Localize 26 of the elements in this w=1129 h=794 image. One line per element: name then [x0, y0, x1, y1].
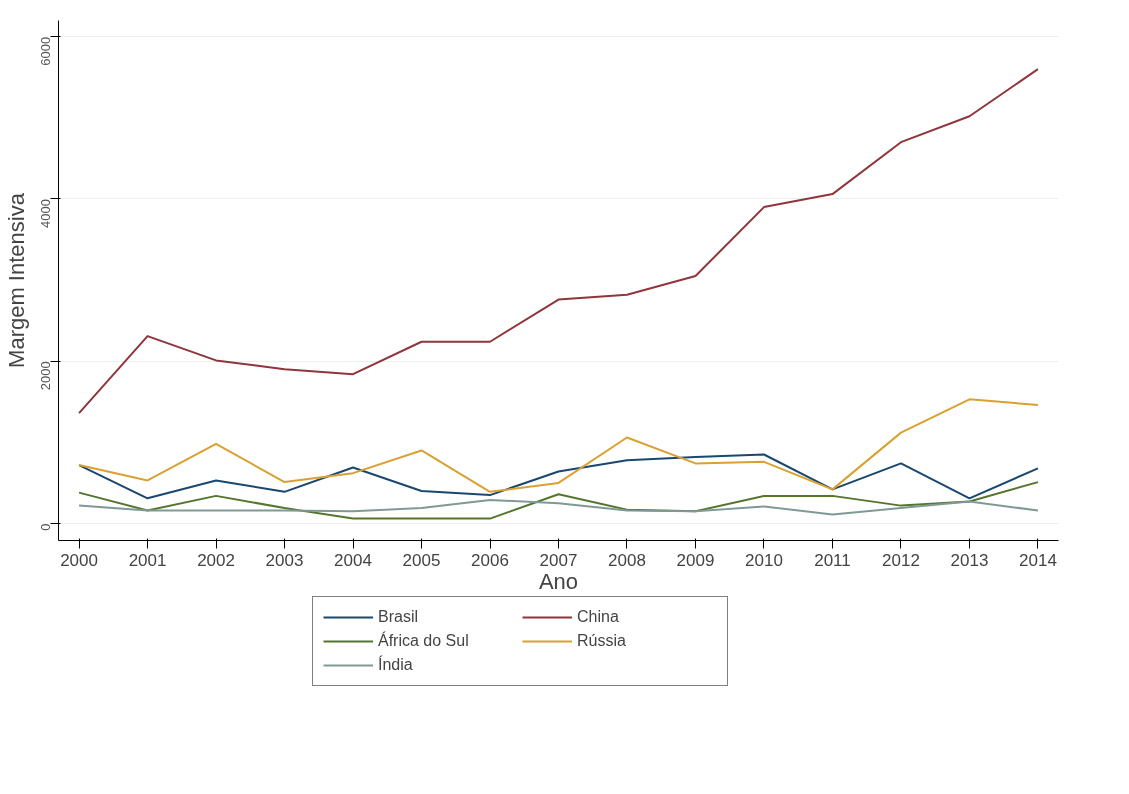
x-tick-label: 2004 — [334, 550, 372, 570]
y-tick-label: 4000 — [38, 198, 53, 228]
legend-label: China — [576, 608, 620, 626]
y-tick-label: 2000 — [38, 361, 53, 391]
legend-label: Brasil — [377, 608, 419, 626]
x-tick-label: 2000 — [60, 550, 98, 570]
x-tick-label: 2007 — [539, 550, 578, 570]
y-tick-label: 0 — [38, 523, 53, 531]
x-tick-label: 2010 — [745, 550, 783, 570]
legend-label: África do Sul — [377, 632, 470, 650]
x-tick-label: 2005 — [402, 550, 441, 570]
x-tick-label: 2008 — [608, 550, 646, 570]
x-axis-title: Ano — [538, 568, 579, 594]
x-tick-label: 2002 — [197, 550, 235, 570]
x-tick-label: 2009 — [676, 550, 715, 570]
x-tick-label: 2006 — [471, 550, 509, 570]
legend-label: Rússia — [576, 632, 627, 650]
x-tick-label: 2003 — [265, 550, 304, 570]
x-tick-label: 2001 — [128, 550, 167, 570]
x-tick-label: 2011 — [814, 550, 851, 570]
legend-label: Índia — [377, 656, 414, 674]
y-tick-label: 6000 — [38, 36, 53, 66]
x-tick-label: 2013 — [950, 550, 989, 570]
x-tick-label: 2012 — [882, 550, 920, 570]
y-axis-title: Margem Intensiva — [3, 192, 29, 368]
x-tick-label: 2014 — [1019, 550, 1057, 570]
